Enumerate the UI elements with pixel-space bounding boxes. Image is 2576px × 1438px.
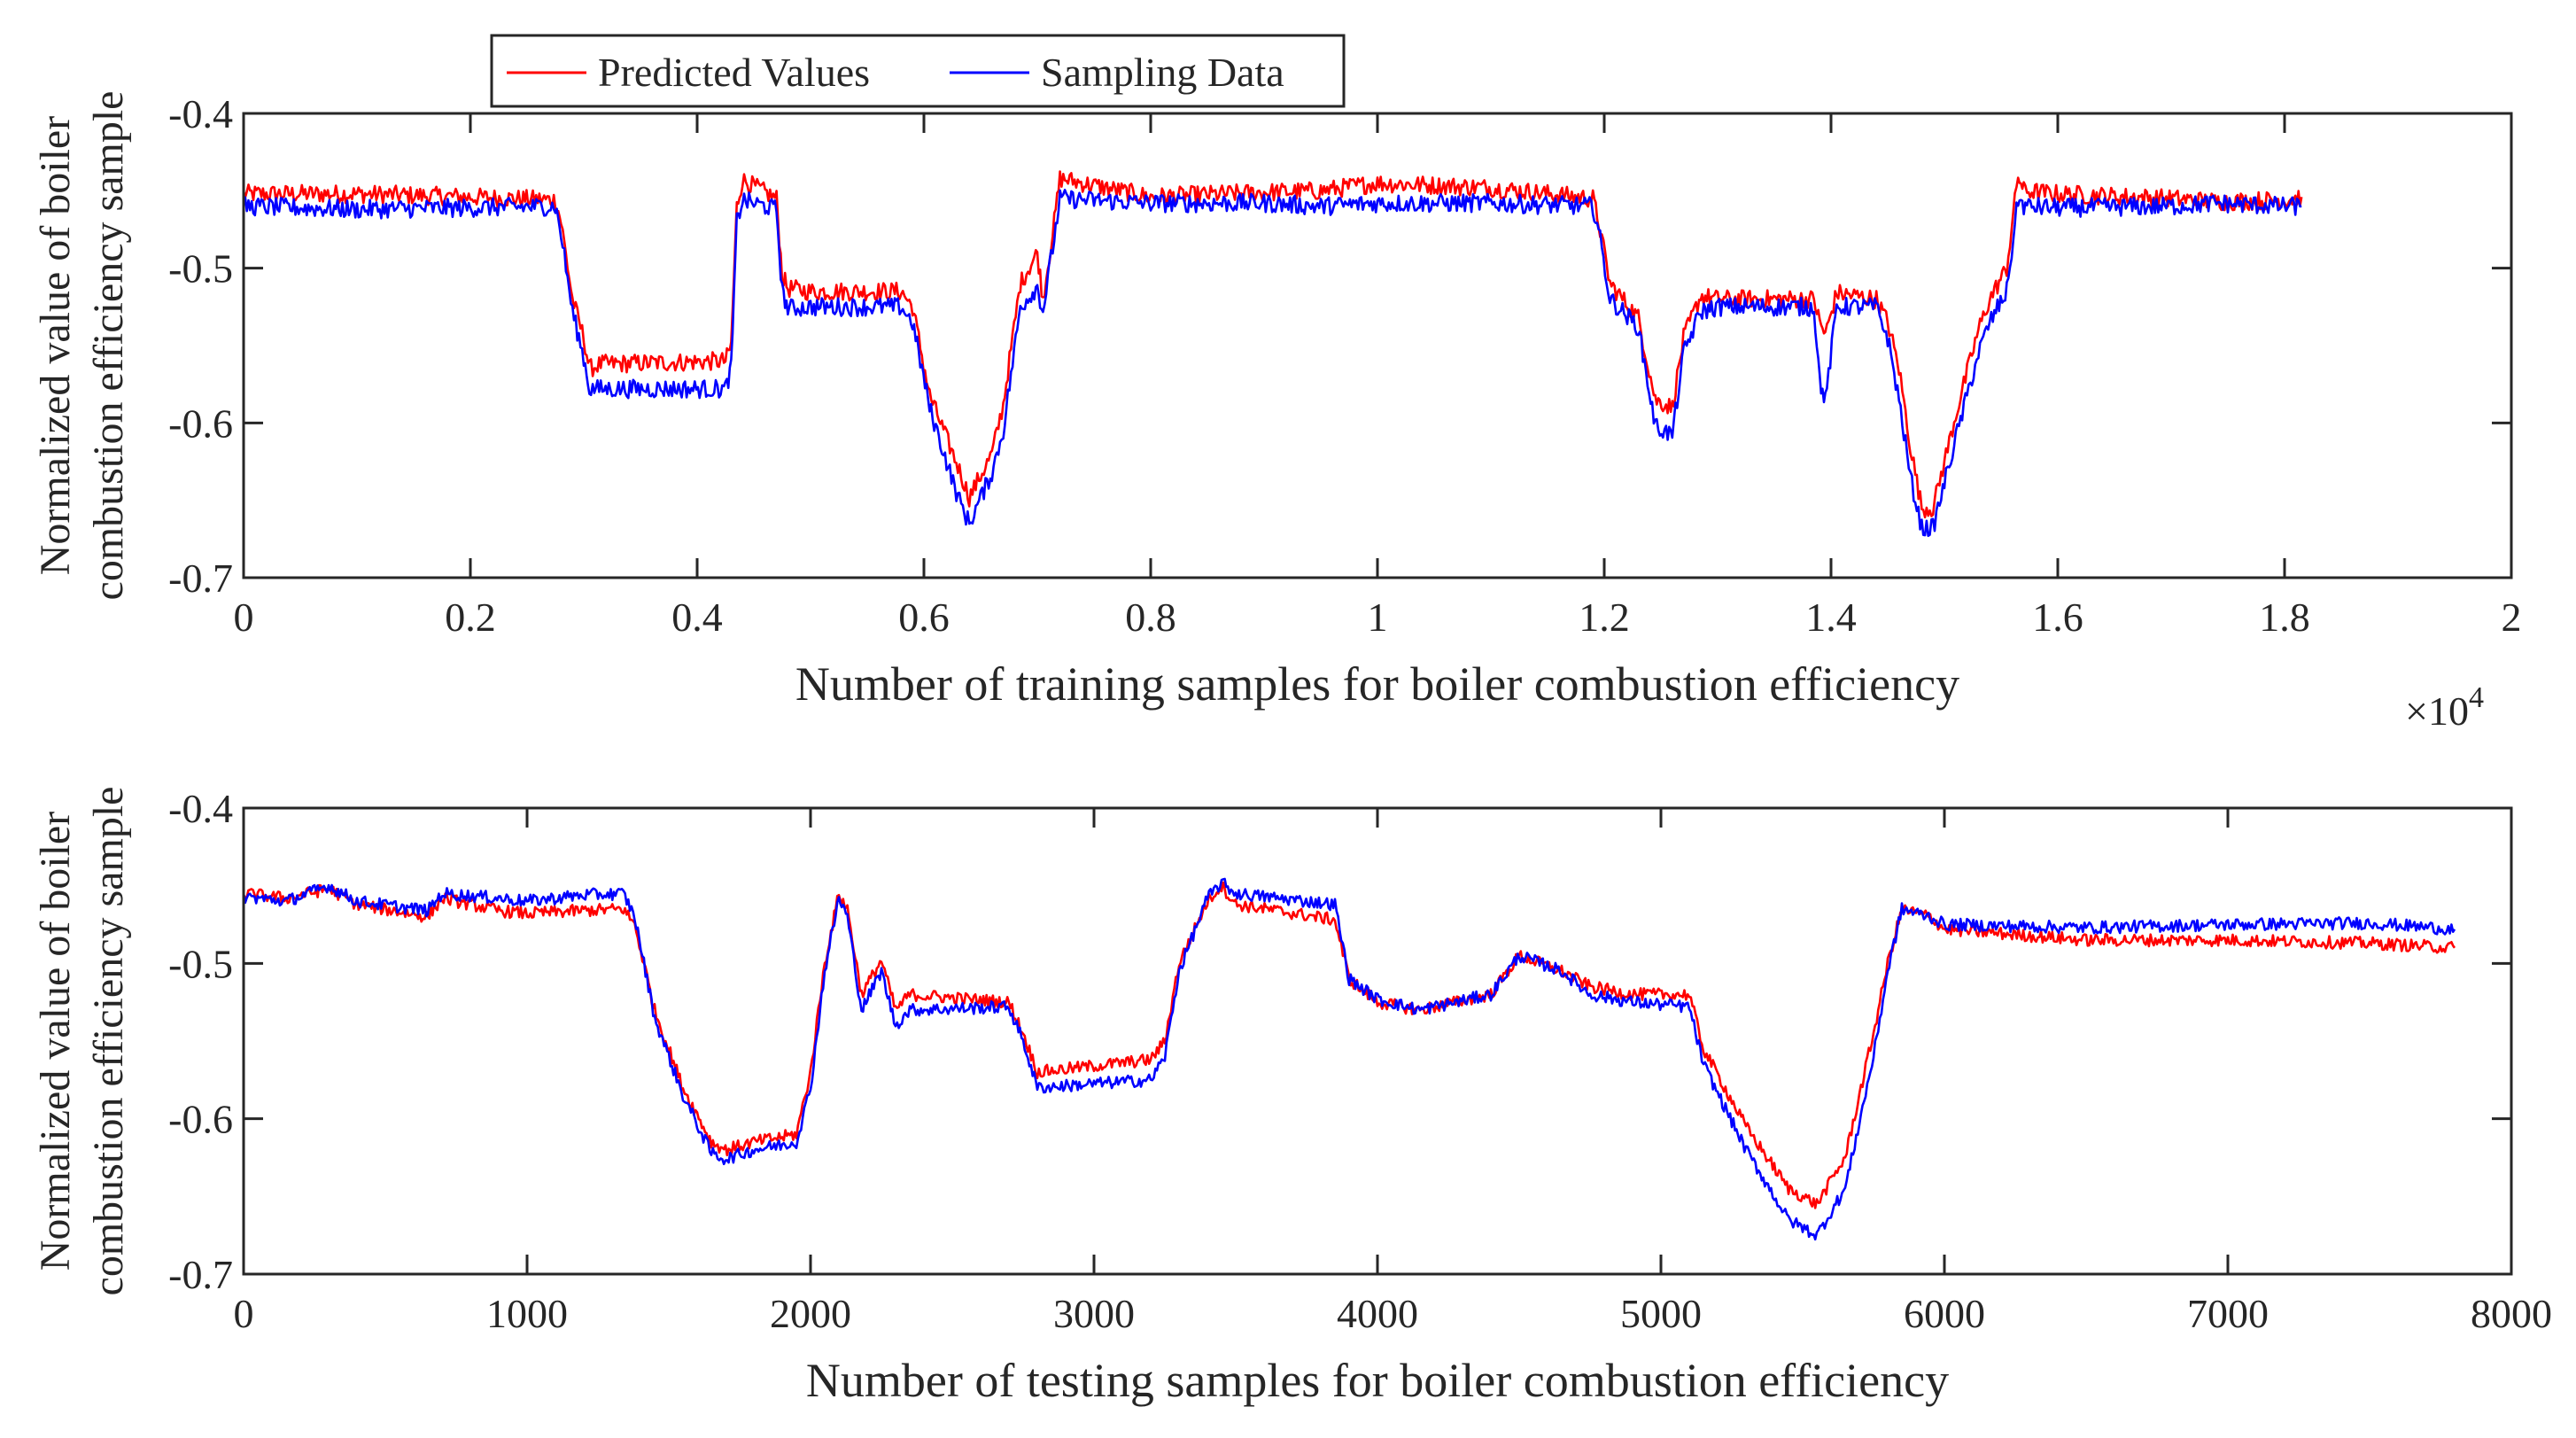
training-y-tick-label: -0.4	[168, 91, 233, 136]
training-series-sampling-data-line	[242, 189, 2302, 538]
testing-tick-marks	[242, 806, 2513, 1276]
training-tick-marks	[242, 112, 2513, 579]
training-x-tick-label: 0	[234, 595, 254, 640]
testing-y-axis-label-line2: combustion efficiency sample	[85, 787, 132, 1296]
testing-series-lines	[242, 877, 2456, 1241]
testing-x-tick-label: 8000	[2471, 1291, 2552, 1336]
training-series-lines	[242, 170, 2303, 538]
testing-y-axis-label-line1: Normalized value of boiler	[32, 812, 79, 1271]
training-x-tick-label: 1.2	[1579, 595, 1630, 640]
training-x-tick-label: 1.6	[2032, 595, 2083, 640]
training-y-tick-labels: -0.4 -0.5 -0.6 -0.7	[168, 91, 233, 601]
testing-y-tick-label: -0.6	[168, 1097, 233, 1142]
training-x-tick-label: 2	[2502, 595, 2522, 640]
testing-y-tick-label: -0.4	[168, 786, 233, 831]
testing-x-tick-label: 1000	[486, 1291, 568, 1336]
testing-x-tick-label: 2000	[770, 1291, 851, 1336]
training-x-tick-label: 0.6	[898, 595, 950, 640]
testing-x-tick-label: 7000	[2187, 1291, 2269, 1336]
training-x-tick-label: 0.8	[1125, 595, 1176, 640]
exponent-power: 4	[2469, 681, 2484, 714]
training-y-tick-label: -0.6	[168, 400, 233, 446]
testing-x-tick-label: 3000	[1053, 1291, 1135, 1336]
legend: Predicted Values Sampling Data	[490, 34, 1346, 108]
training-x-tick-label: 1	[1368, 595, 1388, 640]
training-x-tick-labels: 0 0.2 0.4 0.6 0.8 1 1.2 1.4 1.6 1.8 2	[234, 595, 2522, 640]
training-x-tick-label: 0.2	[445, 595, 496, 640]
testing-x-tick-label: 5000	[1620, 1291, 1702, 1336]
training-y-tick-label: -0.7	[168, 556, 233, 601]
training-y-tick-label: -0.5	[168, 246, 233, 291]
testing-x-tick-labels: 0 1000 2000 3000 4000 5000 6000 7000 8000	[234, 1291, 2553, 1336]
training-x-tick-label: 0.4	[671, 595, 723, 640]
exponent-base: ×10	[2405, 688, 2469, 734]
legend-label-predicted: Predicted Values	[598, 50, 870, 95]
testing-x-tick-label: 6000	[1904, 1291, 1985, 1336]
training-y-axis-label-line1: Normalized value of boiler	[32, 116, 79, 575]
training-x-tick-label: 1.8	[2259, 595, 2310, 640]
testing-x-axis-label: Number of testing samples for boiler com…	[806, 1354, 1949, 1407]
legend-label-sampling: Sampling Data	[1041, 50, 1284, 95]
training-x-tick-label: 1.4	[1805, 595, 1857, 640]
training-series-predicted-values-line	[242, 170, 2303, 519]
training-y-axis-label-line2: combustion efficiency sample	[85, 91, 132, 601]
testing-y-tick-label: -0.7	[168, 1252, 233, 1297]
training-chart: 0 0.2 0.4 0.6 0.8 1 1.2 1.4 1.6 1.8 2 -0.4 -0.5 -0.6…	[32, 91, 2522, 734]
testing-y-tick-labels: -0.4 -0.5 -0.6 -0.7	[168, 786, 233, 1297]
testing-x-tick-label: 0	[234, 1291, 254, 1336]
legend-box	[490, 34, 1346, 108]
training-x-exponent-label: ×104	[2405, 681, 2484, 734]
testing-series-sampling-data-line	[242, 877, 2456, 1241]
testing-y-tick-label: -0.5	[168, 941, 233, 986]
training-x-axis-label: Number of training samples for boiler co…	[795, 657, 1959, 711]
testing-chart: 0 1000 2000 3000 4000 5000 6000 7000 8000 -0.4-0…	[32, 786, 2552, 1407]
testing-x-tick-label: 4000	[1337, 1291, 1418, 1336]
